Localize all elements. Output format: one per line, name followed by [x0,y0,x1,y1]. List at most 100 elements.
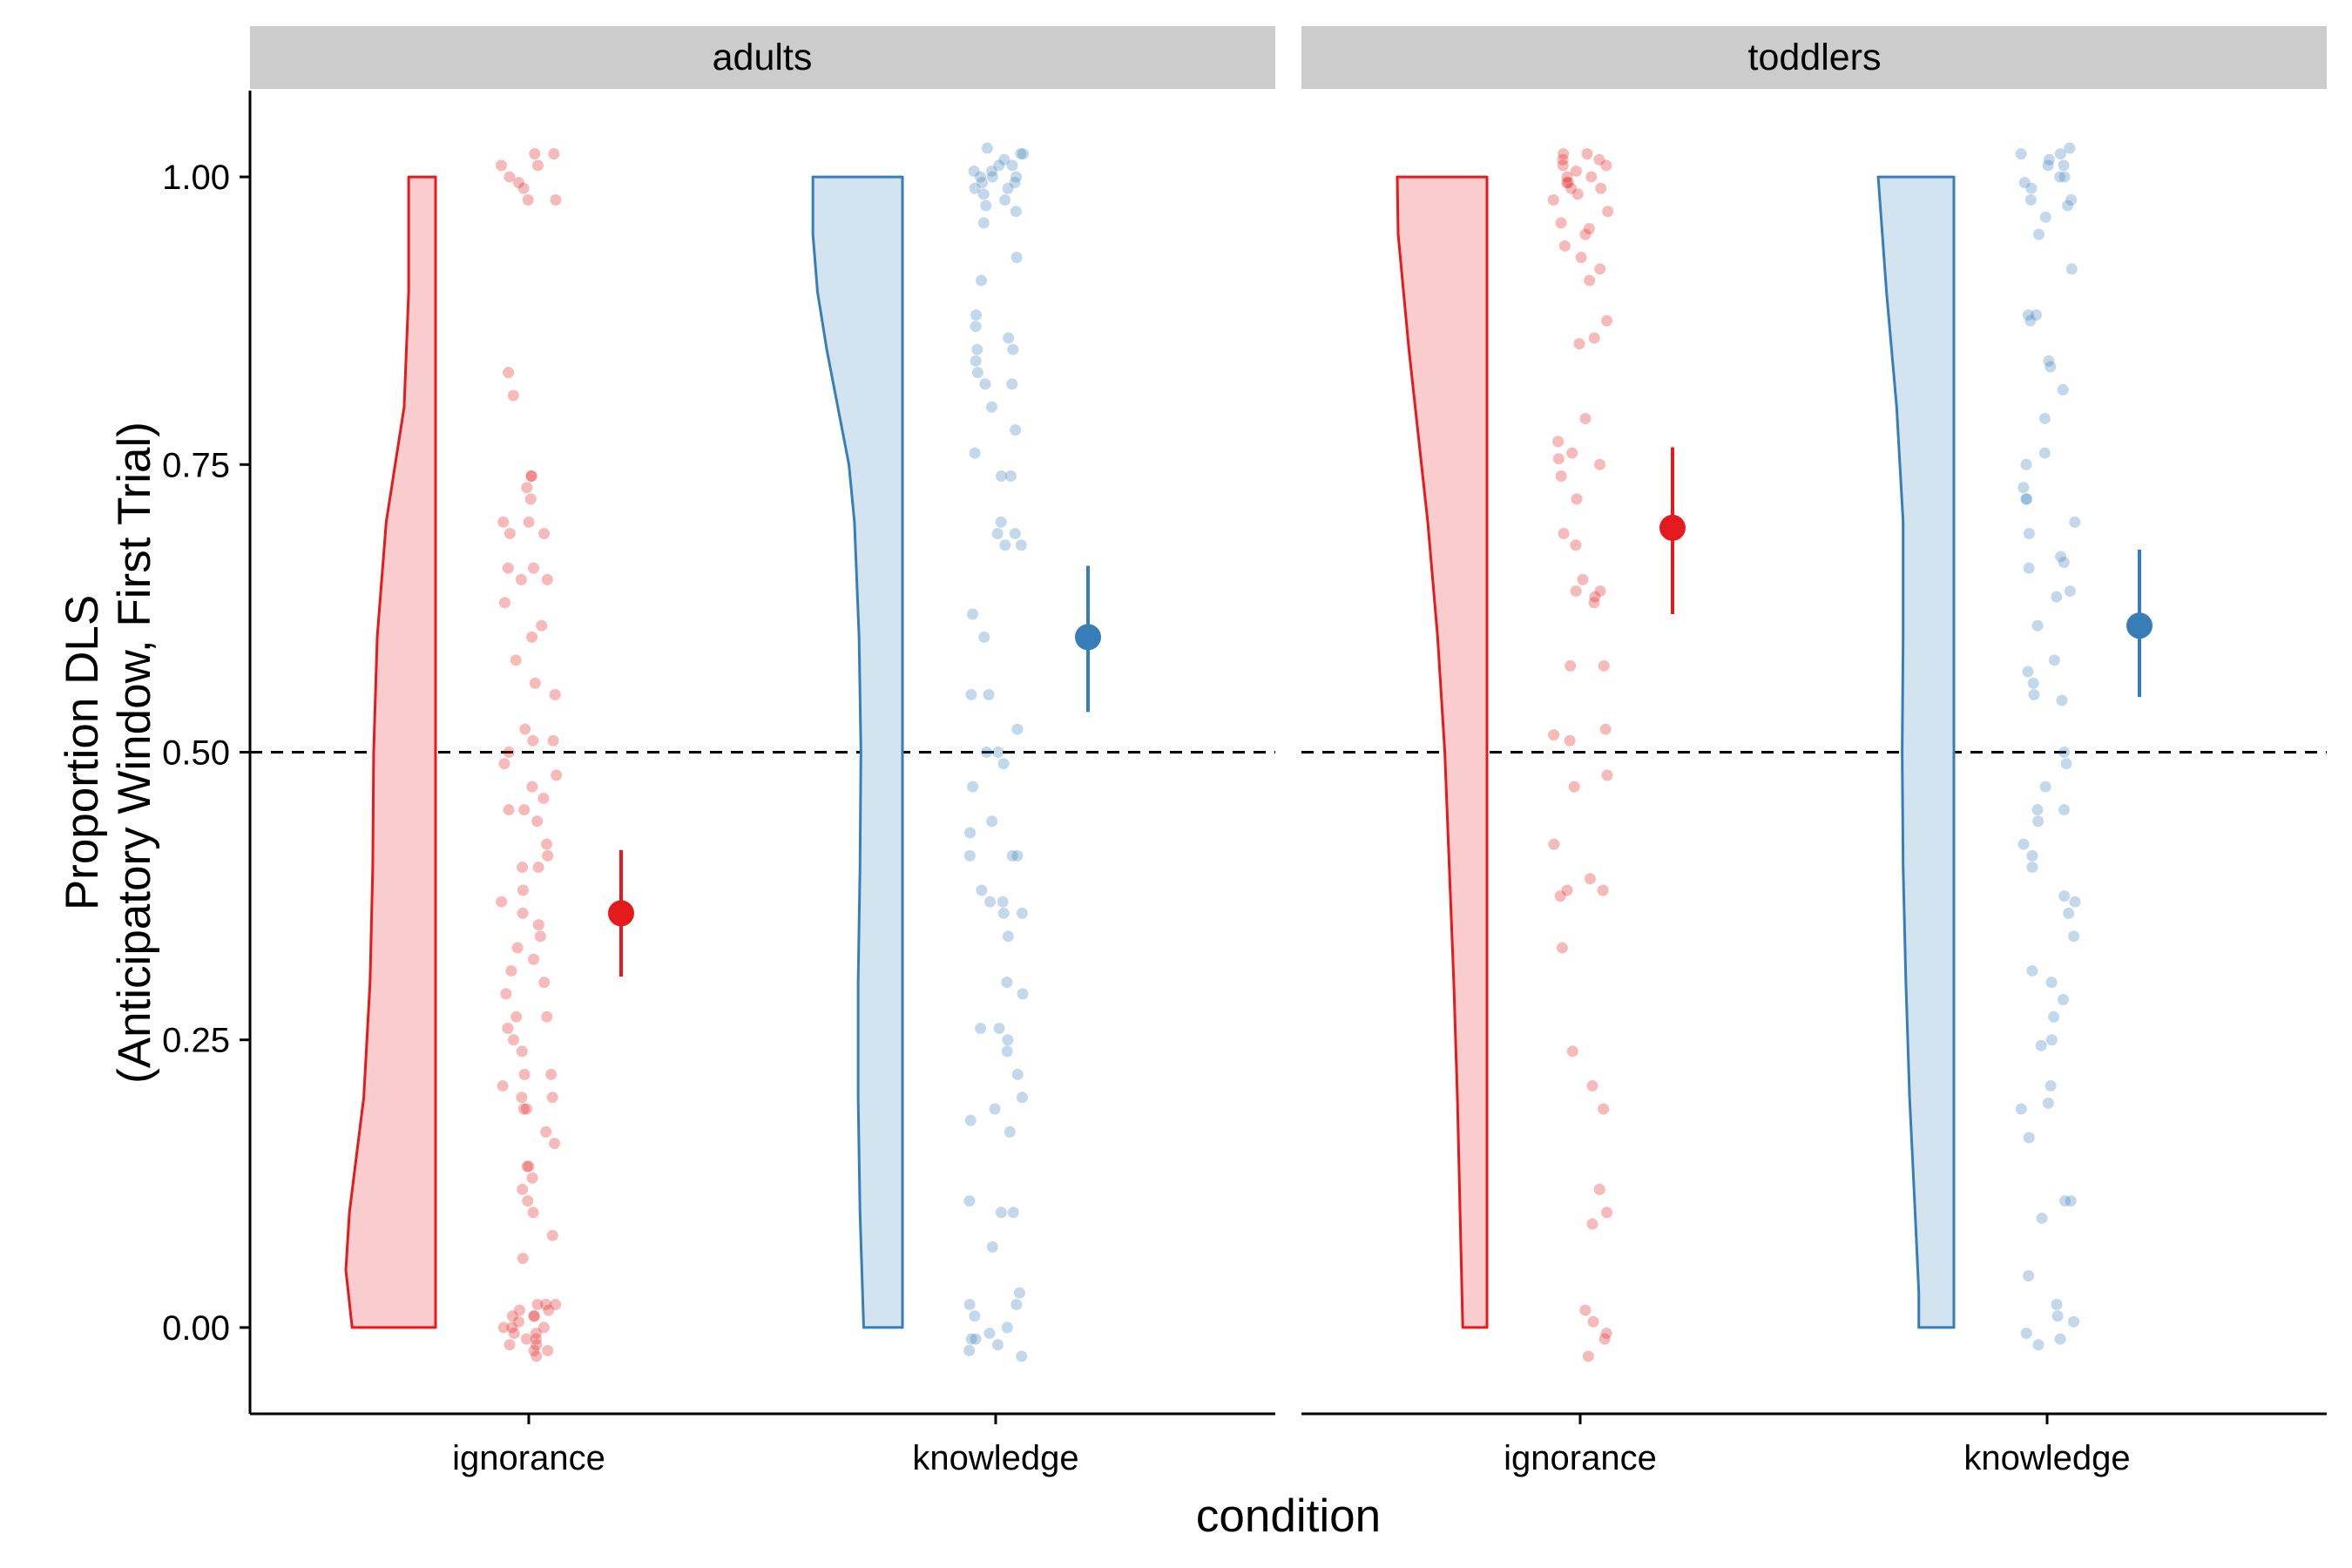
data-point [2028,688,2040,700]
half-violin-adults-ignorance [344,175,437,1329]
data-point [1579,228,1592,240]
data-point [537,1321,550,1334]
data-point [1593,458,1605,470]
data-point [1002,930,1014,943]
data-point [1568,781,1580,793]
x-tick-label: ignorance [452,1439,605,1477]
data-point [995,470,1007,482]
data-point [979,378,991,390]
data-point [2025,182,2038,194]
mean-point [1075,624,1101,651]
data-point [2023,1269,2035,1281]
data-point [532,919,544,931]
data-point [2045,977,2058,989]
data-point [522,193,534,206]
data-point [2060,758,2072,770]
data-point [983,688,995,700]
data-point [1010,206,1022,218]
data-point [2035,1039,2047,1051]
data-point [2059,1195,2072,1207]
data-point [523,516,535,528]
y-axis-title-line-1: Proportion DLS [57,595,108,910]
data-point [508,1328,520,1340]
data-point [981,142,993,154]
data-point [999,539,1011,551]
data-point [2058,171,2071,183]
data-point [1552,436,1565,448]
data-point [524,493,537,505]
data-point [1006,159,1018,172]
data-point [1011,723,1024,735]
data-point [516,1045,528,1058]
data-point [531,1339,543,1351]
data-point [963,1344,976,1356]
data-point [513,1304,525,1316]
data-point [1558,148,1570,160]
data-point [543,1304,555,1316]
data-point [2023,528,2035,540]
data-point [498,597,510,609]
y-tick-label: 0.50 [162,734,230,773]
data-point [2043,153,2055,166]
data-point [526,781,538,793]
data-point [534,930,546,943]
data-point [541,573,553,585]
data-point [2042,159,2054,172]
data-point [1588,332,1600,344]
data-point [2054,148,2066,160]
data-point [527,734,539,747]
data-point [986,401,998,413]
data-point [2015,1103,2027,1115]
data-point [1015,148,1027,160]
data-point [1011,1068,1024,1080]
data-point [1573,338,1585,350]
data-point [1586,1218,1598,1230]
data-point [1577,573,1589,585]
data-point [1601,1206,1613,1219]
data-point [991,528,1004,540]
data-point [2039,781,2051,793]
data-point [495,159,507,172]
data-point [504,171,516,183]
data-point [1597,884,1609,896]
data-point [977,188,990,200]
data-point [1587,1315,1599,1328]
data-point [1570,585,1582,598]
data-point [2044,1080,2057,1092]
data-point [1010,171,1022,183]
data-point [2036,1212,2048,1224]
data-point [1594,263,1606,275]
data-point [540,1125,552,1138]
data-point [516,1092,528,1104]
data-point [521,1160,533,1173]
half-violin-toddlers-knowledge [1876,175,1956,1329]
x-tick-label: ignorance [1504,1439,1657,1477]
data-point [2038,412,2051,424]
mean-point [2126,612,2153,639]
data-point [528,953,540,965]
data-point [1588,597,1600,609]
data-point [542,1344,554,1356]
data-point [1006,849,1018,862]
data-point [523,1160,535,1173]
data-point [532,862,544,874]
data-point [1009,528,1021,540]
data-point [1583,223,1595,235]
data-point [504,528,516,540]
data-point [517,884,529,896]
data-point [2054,171,2066,183]
data-point [984,896,997,908]
data-point [2020,1328,2032,1340]
data-point [2031,309,2043,321]
data-point [2043,355,2055,367]
data-point [2038,447,2051,459]
data-point [989,1103,1001,1115]
data-point [993,159,1005,172]
data-point [997,758,1010,770]
data-point [517,862,529,874]
data-point [2069,516,2081,528]
data-point [1016,1350,1028,1362]
y-axis-ticks: 0.00 0.25 0.50 0.75 1.00 [162,159,250,1348]
data-point [2068,930,2080,943]
data-point [995,1206,1007,1219]
